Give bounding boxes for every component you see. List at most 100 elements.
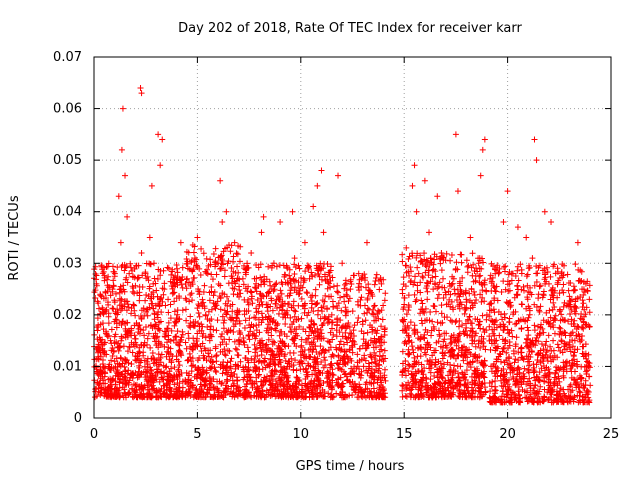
data-point [184, 258, 191, 265]
data-point [187, 313, 194, 320]
x-tick-label: 20 [499, 427, 516, 442]
data-point [192, 387, 199, 394]
data-point [245, 348, 252, 355]
data-point [480, 326, 487, 333]
data-point [286, 292, 293, 299]
data-point [105, 260, 112, 267]
data-point [138, 316, 145, 323]
data-point [172, 272, 179, 279]
data-point [434, 193, 441, 200]
data-point [201, 354, 208, 361]
data-point [306, 354, 313, 361]
data-point [191, 274, 198, 281]
data-point [110, 365, 117, 372]
chart-title: Day 202 of 2018, Rate Of TEC Index for r… [178, 21, 522, 36]
data-point [281, 331, 288, 338]
data-point [463, 257, 470, 264]
data-point [195, 286, 202, 293]
data-point [399, 286, 406, 293]
data-point [182, 390, 189, 397]
data-point [170, 336, 177, 343]
data-point [253, 345, 260, 352]
data-point [452, 131, 459, 138]
data-point [111, 273, 118, 280]
data-point [107, 292, 114, 299]
data-point [291, 278, 298, 285]
data-point [228, 273, 235, 280]
data-point [426, 229, 433, 236]
data-point [121, 288, 128, 295]
data-point [217, 282, 224, 289]
data-point [183, 317, 190, 324]
x-tick-label: 15 [396, 427, 413, 442]
data-point [164, 370, 171, 377]
data-point [330, 331, 337, 338]
data-point [325, 280, 332, 287]
data-point [131, 274, 138, 281]
data-point [123, 331, 130, 338]
data-point [286, 300, 293, 307]
data-point [249, 332, 256, 339]
data-point [304, 290, 311, 297]
data-point [324, 338, 331, 345]
data-point [119, 392, 126, 399]
data-point [532, 382, 539, 389]
data-point [464, 263, 471, 270]
data-point [182, 280, 189, 287]
data-point [300, 394, 307, 401]
data-point [328, 319, 335, 326]
data-point [243, 389, 250, 396]
data-point [217, 177, 224, 184]
data-point [285, 343, 292, 350]
data-point [150, 385, 157, 392]
data-point [373, 274, 380, 281]
data-point [227, 358, 234, 365]
data-point [229, 377, 236, 384]
data-point [151, 275, 158, 282]
data-point [300, 275, 307, 282]
data-point [483, 316, 490, 323]
data-point [535, 291, 542, 298]
data-point [411, 322, 418, 329]
data-point [226, 348, 233, 355]
data-point [174, 282, 181, 289]
data-point [95, 341, 102, 348]
data-point [301, 239, 308, 246]
data-point [531, 322, 538, 329]
data-point [289, 208, 296, 215]
data-point [277, 359, 284, 366]
data-point [159, 298, 166, 305]
data-point [240, 338, 247, 345]
data-point [324, 260, 331, 267]
data-point [116, 361, 123, 368]
data-point [231, 239, 238, 246]
data-point [471, 291, 478, 298]
data-point [176, 347, 183, 354]
data-point [245, 301, 252, 308]
data-point [329, 351, 336, 358]
data-point [409, 182, 416, 189]
data-point [556, 324, 563, 331]
data-point [523, 234, 530, 241]
data-point [138, 90, 145, 97]
data-point [241, 265, 248, 272]
data-point [220, 261, 227, 268]
data-point [131, 265, 138, 272]
data-point [260, 381, 267, 388]
data-point [312, 272, 319, 279]
data-point [327, 361, 334, 368]
data-point [154, 325, 161, 332]
data-point [438, 302, 445, 309]
data-point [175, 366, 182, 373]
data-point [213, 302, 220, 309]
data-point [199, 333, 206, 340]
data-point [157, 359, 164, 366]
data-point [194, 330, 201, 337]
data-point [208, 365, 215, 372]
data-point [224, 377, 231, 384]
data-point [252, 368, 259, 375]
data-point [248, 380, 255, 387]
data-point [317, 266, 324, 273]
data-point [219, 219, 226, 226]
